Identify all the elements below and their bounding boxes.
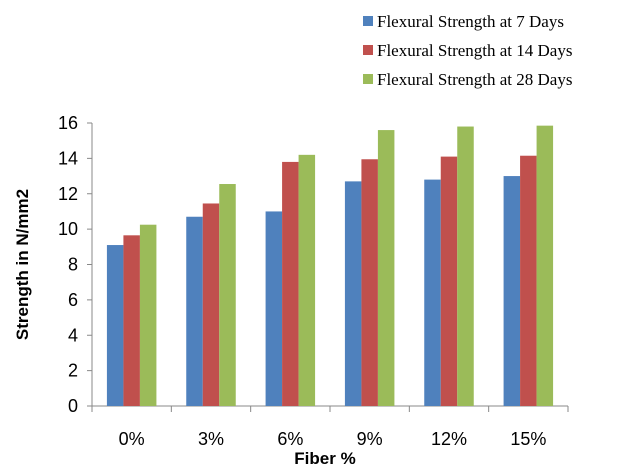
x-tick-label: 15% <box>510 429 546 449</box>
x-axis-title: Fiber % <box>294 449 355 466</box>
bar <box>186 216 203 406</box>
bar <box>377 130 395 406</box>
bar <box>457 126 474 406</box>
bar <box>424 179 441 406</box>
legend-label: Flexural Strength at 28 Days <box>377 70 572 89</box>
y-tick-label: 0 <box>68 396 78 416</box>
bar <box>361 159 378 406</box>
bar <box>520 155 537 406</box>
bar <box>219 184 236 406</box>
y-tick-label: 4 <box>68 325 78 345</box>
legend-label: Flexural Strength at 7 Days <box>377 12 564 31</box>
y-tick-label: 12 <box>58 184 78 204</box>
x-tick-label: 12% <box>431 429 467 449</box>
bar <box>139 224 157 406</box>
y-tick-label: 2 <box>68 361 78 381</box>
y-tick-label: 16 <box>58 113 78 133</box>
bar <box>202 203 220 406</box>
bar <box>123 235 140 406</box>
legend-swatch <box>363 74 373 84</box>
bar <box>298 154 316 406</box>
bar <box>265 211 283 406</box>
y-tick-label: 6 <box>68 290 78 310</box>
x-axis-ticks: 0% 3% 6% 9% 12% 15% <box>91 406 569 449</box>
bars <box>106 125 554 406</box>
x-tick-label: 6% <box>277 429 303 449</box>
legend-swatch <box>363 45 373 55</box>
y-axis-ticks: 0 2 4 6 8 10 12 14 16 <box>58 113 92 416</box>
y-tick-label: 10 <box>58 219 78 239</box>
y-tick-label: 14 <box>58 148 78 168</box>
x-tick-label: 9% <box>357 429 383 449</box>
legend: Flexural Strength at 7 Days Flexural Stre… <box>363 12 572 89</box>
x-tick-label: 0% <box>119 429 145 449</box>
legend-label: Flexural Strength at 14 Days <box>377 41 572 60</box>
bar <box>344 181 362 406</box>
bar <box>503 176 521 406</box>
axes <box>91 123 568 407</box>
bar <box>282 161 299 406</box>
x-tick-label: 3% <box>198 429 224 449</box>
bar <box>536 125 554 406</box>
legend-swatch <box>363 16 373 26</box>
y-axis-title: Strength in N/mm2 <box>13 189 32 340</box>
bar <box>106 245 124 406</box>
y-tick-label: 8 <box>68 255 78 275</box>
bar <box>440 156 458 406</box>
